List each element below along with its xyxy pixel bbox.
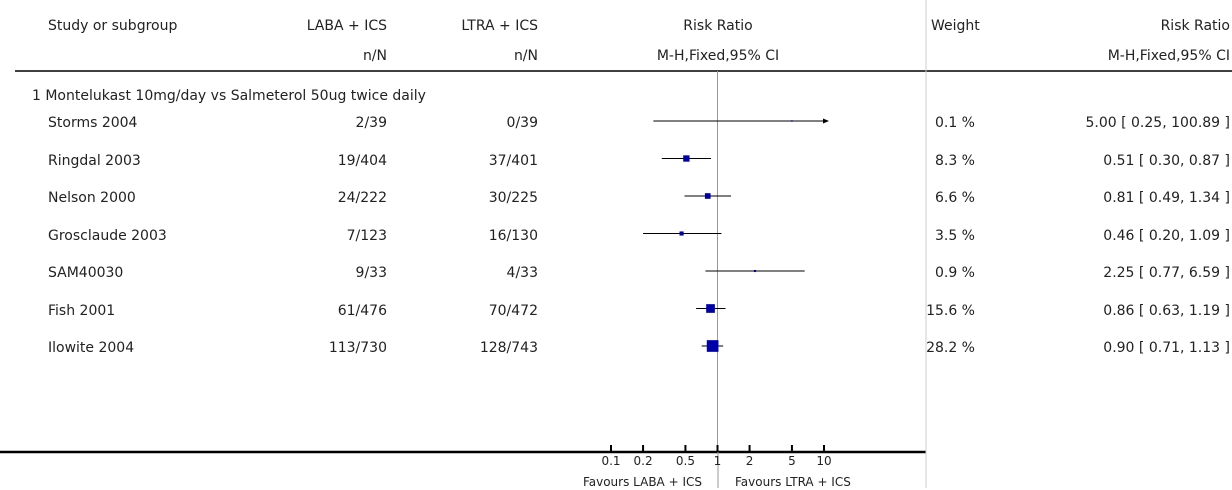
effect-marker: [707, 340, 719, 352]
effect-marker: [706, 304, 715, 313]
effect-marker: [705, 193, 711, 199]
effect-marker: [791, 120, 793, 122]
effect-marker: [680, 231, 684, 235]
effect-marker: [754, 270, 756, 272]
axis-tick-label: 0.2: [634, 454, 653, 468]
axis-tick-label: 1: [714, 454, 722, 468]
axis-tick-label: 0.5: [676, 454, 695, 468]
axis-tick-label: 5: [788, 454, 796, 468]
axis-tick-label: 0.1: [601, 454, 620, 468]
effect-marker: [683, 155, 689, 161]
ci-arrow: [823, 119, 829, 124]
axis-tick-label: 2: [746, 454, 754, 468]
axis-tick-label: 10: [816, 454, 831, 468]
